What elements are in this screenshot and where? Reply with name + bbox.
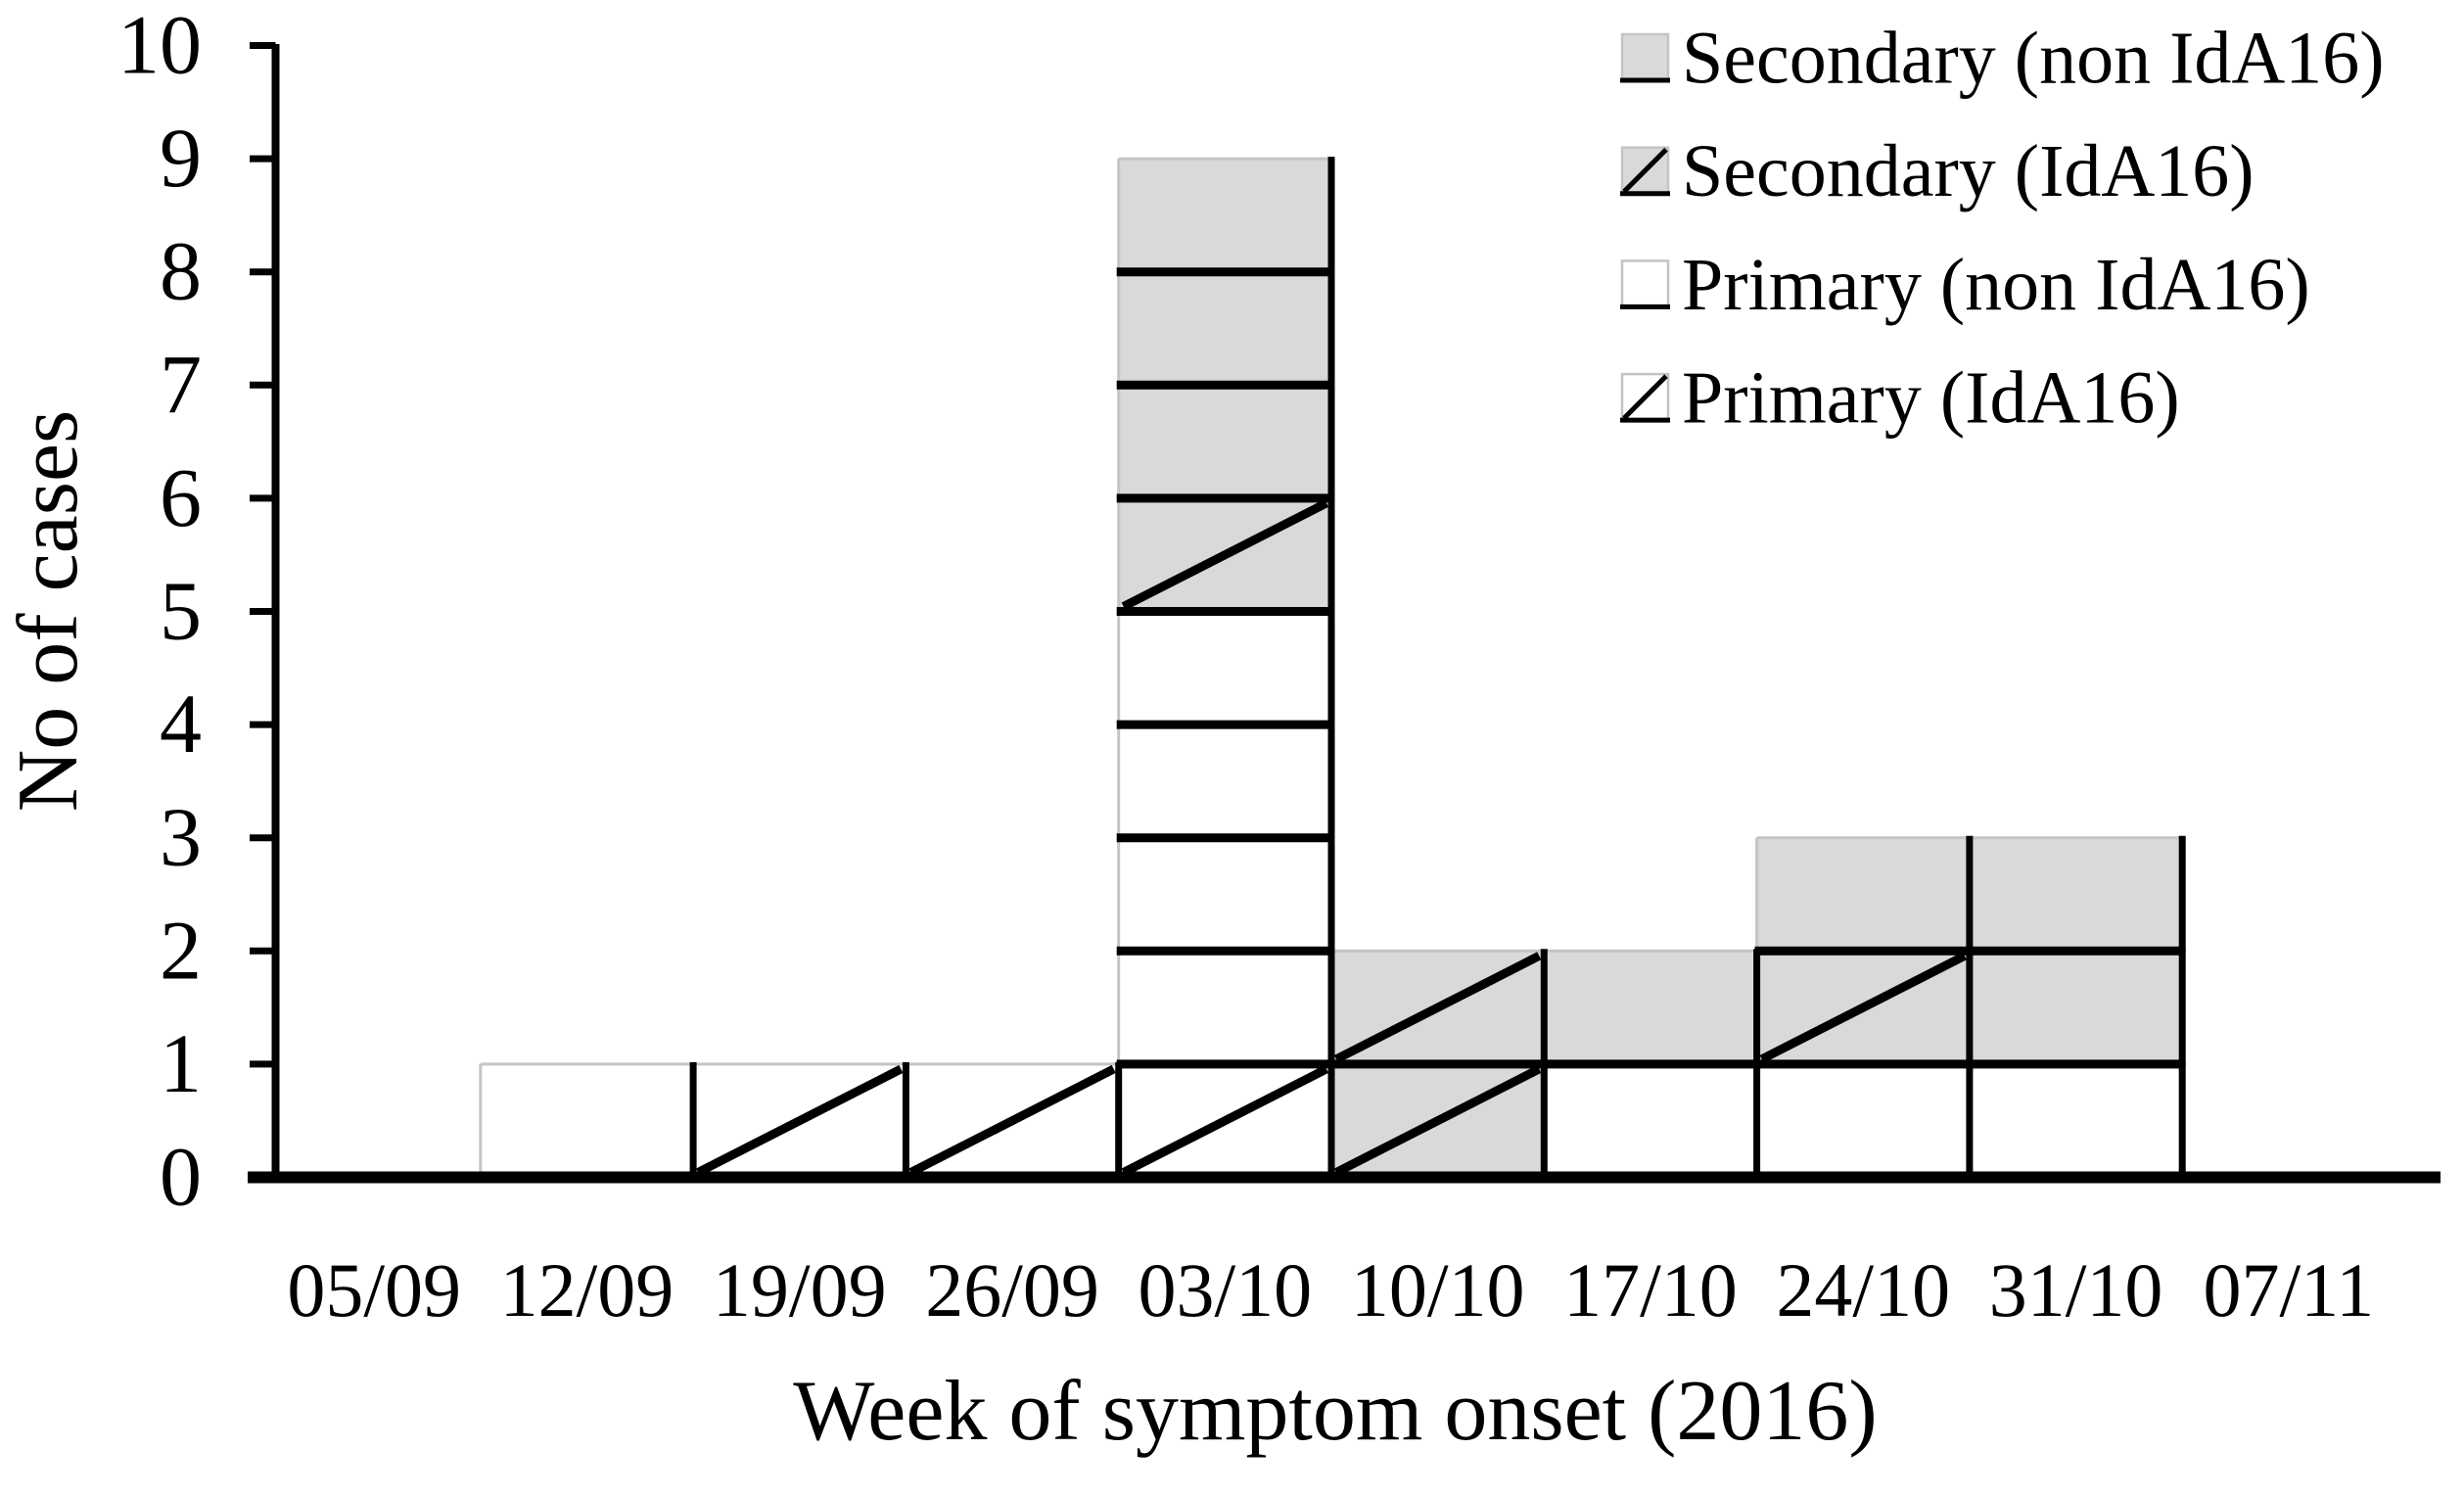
case-box: [1118, 385, 1331, 498]
case-box: [480, 1063, 694, 1178]
legend-swatch: [1620, 259, 1670, 308]
case-box: [1969, 837, 2183, 952]
x-tick-label: 17/10: [1563, 1247, 1738, 1332]
y-tick-label: 3: [160, 790, 202, 884]
hatch-diagonal: [1121, 1064, 1329, 1177]
case-box: [1969, 1063, 2183, 1178]
x-tick-label: 12/09: [500, 1247, 674, 1332]
y-tick-label: 7: [160, 337, 202, 431]
legend-item: Primary (non IdA16): [1620, 244, 2310, 326]
hatch-diagonal: [1333, 1064, 1542, 1177]
y-tick-label: 1: [160, 1016, 202, 1110]
case-box: [1969, 951, 2183, 1064]
hatch-diagonal: [908, 1064, 1116, 1177]
case-box: [1544, 951, 1757, 1064]
x-tick-label: 26/09: [925, 1247, 1099, 1332]
hatch-diagonal: [1121, 498, 1329, 611]
x-tick-label: 31/10: [1989, 1247, 2163, 1332]
hatch-diagonal: [696, 1064, 904, 1177]
y-tick-label: 8: [160, 224, 202, 318]
case-box: [1544, 1063, 1757, 1178]
y-tick-label: 0: [160, 1130, 202, 1224]
legend-hatch-diagonal: [1622, 374, 1668, 420]
case-box: [1118, 837, 1331, 952]
x-tick-label: 07/11: [2203, 1247, 2374, 1332]
legend-item: Secondary (IdA16): [1620, 130, 2255, 212]
case-box: [1118, 159, 1331, 272]
y-tick-label: 5: [160, 564, 202, 658]
legend-label: Primary (IdA16): [1682, 357, 2180, 440]
case-box: [1118, 725, 1331, 838]
y-axis-title: No of cases: [1, 410, 96, 813]
legend-item: Secondary (non IdA16): [1620, 18, 2385, 100]
x-tick-label: 19/09: [713, 1247, 887, 1332]
y-tick-label: 2: [160, 903, 202, 997]
y-tick-label: 6: [160, 450, 202, 544]
x-tick-label: 24/10: [1776, 1247, 1950, 1332]
legend-label: Primary (non IdA16): [1682, 244, 2310, 326]
x-axis-title: Week of symptom onset (2016): [793, 1364, 1877, 1459]
hatch-diagonal: [1333, 952, 1542, 1063]
hatch-diagonal: [1759, 952, 1967, 1063]
legend-hatch-diagonal: [1622, 147, 1668, 194]
x-tick-label: 03/10: [1139, 1247, 1313, 1332]
y-tick-label: 9: [160, 111, 202, 205]
x-tick-label: 05/09: [287, 1247, 461, 1332]
case-box: [1118, 951, 1331, 1064]
x-tick-label: 10/10: [1351, 1247, 1525, 1332]
legend-item: Primary (IdA16): [1620, 357, 2180, 440]
legend-label: Secondary (IdA16): [1682, 130, 2255, 212]
legend-label: Secondary (non IdA16): [1682, 18, 2385, 100]
y-tick-label: 10: [117, 0, 202, 92]
case-box: [1118, 271, 1331, 386]
case-box: [1756, 1063, 1970, 1178]
case-box: [1118, 611, 1331, 725]
legend-swatch: [1620, 32, 1670, 82]
y-tick-label: 4: [160, 677, 202, 771]
case-box: [1756, 837, 1970, 952]
